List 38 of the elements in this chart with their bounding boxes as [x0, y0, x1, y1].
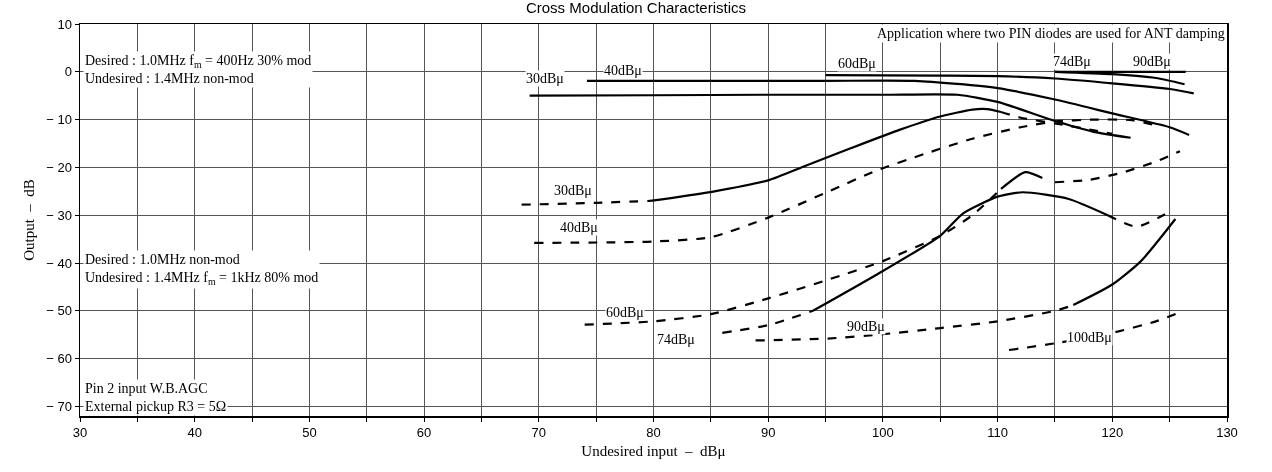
x-tick-label: 110 — [987, 425, 1008, 441]
x-tick-label: 90 — [760, 425, 776, 441]
y-tick-label: − 10 — [46, 112, 72, 128]
y-tick-label: − 60 — [46, 351, 72, 367]
x-tick-label: 130 — [1216, 425, 1238, 441]
annotation: 30dBμ — [526, 71, 564, 86]
x-tick-label: 80 — [646, 425, 661, 441]
x-tick-label: 70 — [531, 425, 547, 441]
y-tick-label: 10 — [57, 16, 72, 32]
y-tick-label: − 20 — [46, 159, 72, 175]
annotation: 74dBμ — [1053, 54, 1091, 69]
x-tick-label: 60 — [416, 425, 432, 441]
annotation: 60dBμ — [838, 56, 876, 71]
annotation: 60dBμ — [606, 305, 644, 320]
annotation: 30dBμ — [554, 183, 592, 198]
y-tick-label: − 30 — [46, 207, 72, 223]
x-tick-label: 120 — [1101, 425, 1124, 441]
x-tick-label: 30 — [72, 425, 88, 441]
annotation: 74dBμ — [657, 332, 695, 347]
y-tick-label: − 40 — [46, 255, 72, 271]
annotation: 90dBμ — [847, 319, 885, 334]
chart-title: Cross Modulation Characteristics — [525, 0, 747, 16]
y-axis-title: Output – dB — [20, 179, 37, 261]
annotation: 40dBμ — [604, 63, 642, 78]
annotation: 90dBμ — [1133, 54, 1171, 69]
annotation: 40dBμ — [560, 220, 598, 235]
annotation: Desired : 1.0MHz f$_{m}$ = 400Hz 30% mod Undesired : 1.4MHz non-mod — [85, 53, 312, 87]
x-tick-label: 50 — [302, 425, 317, 441]
x-tick-label: 100 — [872, 425, 894, 441]
y-tick-label: − 50 — [46, 303, 72, 319]
x-axis-title: Undesired input – dBμ — [581, 442, 726, 459]
annotation: Pin 2 input W.B.AGC External pickup R3 = 5Ω — [85, 381, 227, 415]
x-tick-label: 40 — [187, 425, 202, 441]
annotation: 100dBμ — [1067, 330, 1112, 345]
annotation: Desired : 1.0MHz non-mod Undesired : 1.4MHz f$_{m}$ = 1kHz 80% mod — [85, 252, 319, 288]
annotation: Application where two PIN diodes are used for ANT damping — [877, 26, 1225, 41]
y-tick-label: − 70 — [46, 398, 72, 414]
y-tick-label: 0 — [64, 64, 72, 80]
